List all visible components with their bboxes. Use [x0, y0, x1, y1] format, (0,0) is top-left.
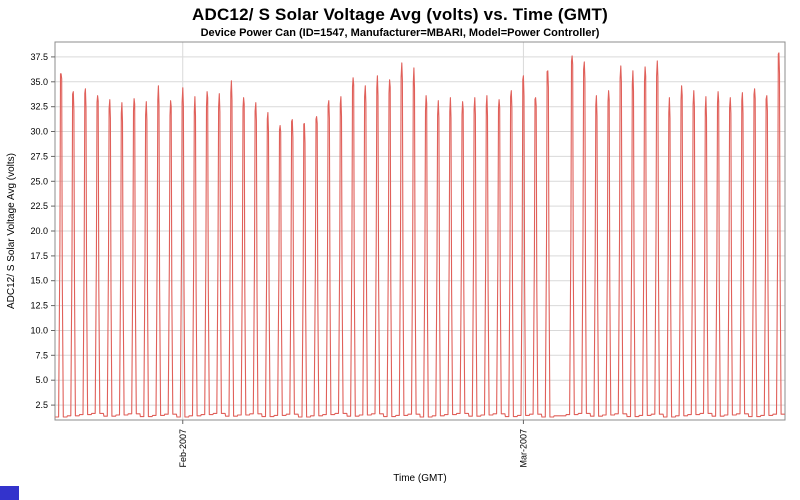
- y-tick-label: 27.5: [30, 151, 48, 161]
- corner-artifact: [0, 486, 19, 500]
- y-tick-label: 17.5: [30, 251, 48, 261]
- y-tick-label: 7.5: [35, 350, 48, 360]
- axes: 2.5 5.0 7.5 10.0 12.5 15.0 17.5 20.0 22.5 25.0 27.…: [30, 52, 528, 468]
- y-tick-label: 15.0: [30, 276, 48, 286]
- y-tick-label: 2.5: [35, 400, 48, 410]
- y-axis-title: ADC12/ S Solar Voltage Avg (volts): [6, 153, 17, 309]
- x-tick-label: Feb-2007: [178, 429, 188, 468]
- y-tick-label: 30.0: [30, 127, 48, 137]
- y-tick-label: 5.0: [35, 375, 48, 385]
- gridlines: [55, 42, 785, 420]
- y-tick-label: 25.0: [30, 176, 48, 186]
- x-axis-title: Time (GMT): [393, 473, 447, 484]
- chart-subtitle: Device Power Can (ID=1547, Manufacturer=…: [200, 27, 600, 39]
- y-tick-label: 10.0: [30, 326, 48, 336]
- series-line: [55, 52, 785, 418]
- chart-title: ADC12/ S Solar Voltage Avg (volts) vs. T…: [192, 5, 608, 24]
- y-tick-label: 32.5: [30, 102, 48, 112]
- x-tick-label: Mar-2007: [518, 429, 528, 468]
- y-tick-label: 35.0: [30, 77, 48, 87]
- y-tick-label: 37.5: [30, 52, 48, 62]
- y-tick-label: 22.5: [30, 201, 48, 211]
- y-tick-label: 20.0: [30, 226, 48, 236]
- series: [55, 52, 785, 418]
- y-tick-label: 12.5: [30, 301, 48, 311]
